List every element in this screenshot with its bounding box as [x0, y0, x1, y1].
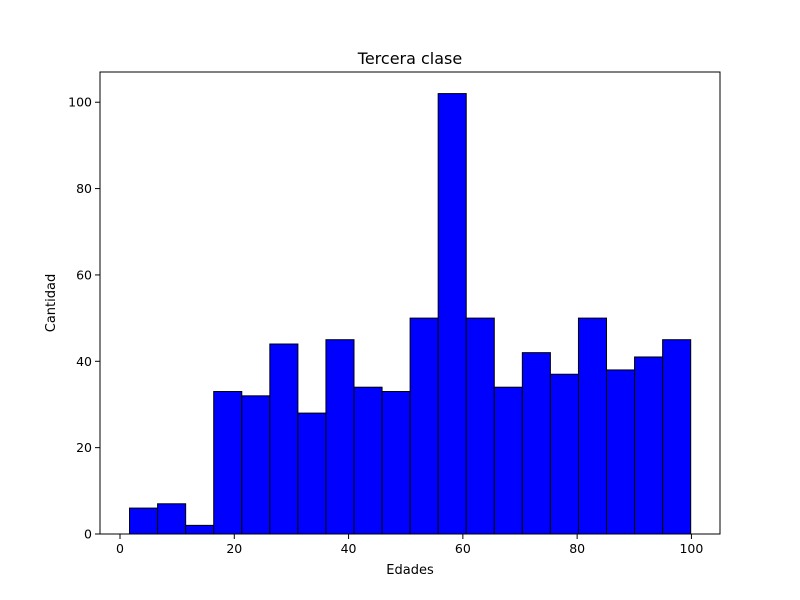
- histogram-bar: [493, 386, 523, 535]
- y-tick-label: 100: [68, 95, 92, 110]
- histogram-bar: [353, 386, 383, 535]
- plot-frame: [99, 71, 721, 535]
- x-axis-label: Edades: [386, 563, 434, 578]
- bars-group: [129, 93, 692, 535]
- x-tick-label: 60: [455, 541, 471, 556]
- histogram-bar: [129, 507, 159, 535]
- y-tick-label: 80: [76, 181, 92, 196]
- y-tick-label: 20: [76, 440, 92, 455]
- histogram-bar: [297, 412, 327, 535]
- x-tick-label: 40: [341, 541, 357, 556]
- chart-title: Tercera clase: [357, 49, 462, 68]
- ticks-group: 0 20 40 60 80 100 0 20 40 60 80 100: [68, 95, 703, 556]
- histogram-bar: [521, 352, 551, 535]
- x-tick-label: 20: [226, 541, 242, 556]
- histogram-bar: [213, 391, 243, 535]
- x-tick-label: 100: [679, 541, 703, 556]
- histogram-bar: [634, 356, 664, 535]
- histogram-bar: [269, 343, 299, 535]
- histogram-bar: [549, 373, 579, 535]
- y-tick-label: 0: [84, 527, 92, 542]
- y-axis-label: Cantidad: [44, 274, 59, 332]
- histogram-bar: [437, 93, 467, 535]
- histogram-bar: [241, 395, 271, 535]
- histogram-bar: [409, 317, 439, 535]
- x-tick-label: 0: [116, 541, 124, 556]
- histogram-bar: [662, 339, 692, 535]
- histogram-bar: [381, 391, 411, 535]
- histogram-bar: [325, 339, 355, 535]
- histogram-bar: [157, 503, 187, 535]
- y-tick-label: 40: [76, 354, 92, 369]
- histogram-bar: [606, 369, 636, 535]
- histogram-bar: [465, 317, 495, 535]
- y-tick-label: 60: [76, 267, 92, 282]
- histogram-bar: [185, 524, 215, 535]
- x-tick-label: 80: [569, 541, 585, 556]
- histogram-bar: [577, 317, 608, 535]
